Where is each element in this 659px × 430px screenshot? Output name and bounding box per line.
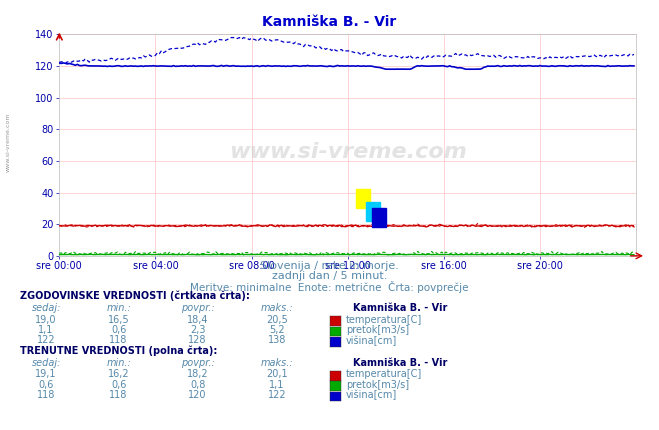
Text: TRENUTNE VREDNOSTI (polna črta):: TRENUTNE VREDNOSTI (polna črta):: [20, 345, 217, 356]
Text: www.si-vreme.com: www.si-vreme.com: [5, 112, 11, 172]
Text: maks.:: maks.:: [260, 303, 293, 313]
Bar: [372, 209, 386, 227]
Text: temperatura[C]: temperatura[C]: [346, 315, 422, 325]
Text: 18,4: 18,4: [187, 315, 208, 325]
Text: zadnji dan / 5 minut.: zadnji dan / 5 minut.: [272, 271, 387, 281]
Text: 5,2: 5,2: [269, 325, 285, 335]
Text: sedaj:: sedaj:: [32, 303, 61, 313]
Text: 19,1: 19,1: [36, 369, 57, 379]
Text: 122: 122: [37, 335, 55, 345]
Text: 118: 118: [109, 390, 128, 400]
Text: temperatura[C]: temperatura[C]: [346, 369, 422, 379]
Text: 0,6: 0,6: [38, 380, 54, 390]
Text: Kamniška B. - Vir: Kamniška B. - Vir: [262, 15, 397, 29]
Text: 16,5: 16,5: [108, 315, 129, 325]
Text: Meritve: minimalne  Enote: metrične  Črta: povprečje: Meritve: minimalne Enote: metrične Črta:…: [190, 281, 469, 293]
Text: Slovenija / reke in morje.: Slovenija / reke in morje.: [260, 261, 399, 271]
Bar: [356, 189, 370, 209]
Text: 1,1: 1,1: [38, 325, 54, 335]
Text: 20,1: 20,1: [266, 369, 287, 379]
Text: ZGODOVINSKE VREDNOSTI (črtkana črta):: ZGODOVINSKE VREDNOSTI (črtkana črta):: [20, 290, 250, 301]
Bar: [366, 202, 380, 221]
Text: 0,6: 0,6: [111, 380, 127, 390]
Text: maks.:: maks.:: [260, 358, 293, 368]
Text: www.si-vreme.com: www.si-vreme.com: [229, 142, 467, 162]
Text: 2,3: 2,3: [190, 325, 206, 335]
Text: min.:: min.:: [106, 358, 131, 368]
Text: 16,2: 16,2: [108, 369, 129, 379]
Text: višina[cm]: višina[cm]: [346, 335, 397, 346]
Text: 1,1: 1,1: [269, 380, 285, 390]
Text: 0,6: 0,6: [111, 325, 127, 335]
Text: povpr.:: povpr.:: [181, 303, 215, 313]
Text: 122: 122: [268, 390, 286, 400]
Text: višina[cm]: višina[cm]: [346, 390, 397, 400]
Text: 18,2: 18,2: [187, 369, 208, 379]
Text: 138: 138: [268, 335, 286, 345]
Text: povpr.:: povpr.:: [181, 358, 215, 368]
Text: Kamniška B. - Vir: Kamniška B. - Vir: [353, 358, 447, 368]
Text: 128: 128: [188, 335, 207, 345]
Text: sedaj:: sedaj:: [32, 358, 61, 368]
Text: 19,0: 19,0: [36, 315, 57, 325]
Text: 0,8: 0,8: [190, 380, 206, 390]
Text: 120: 120: [188, 390, 207, 400]
Text: 118: 118: [37, 390, 55, 400]
Text: Kamniška B. - Vir: Kamniška B. - Vir: [353, 303, 447, 313]
Text: 20,5: 20,5: [266, 315, 288, 325]
Text: min.:: min.:: [106, 303, 131, 313]
Text: pretok[m3/s]: pretok[m3/s]: [346, 380, 409, 390]
Text: pretok[m3/s]: pretok[m3/s]: [346, 325, 409, 335]
Text: 118: 118: [109, 335, 128, 345]
